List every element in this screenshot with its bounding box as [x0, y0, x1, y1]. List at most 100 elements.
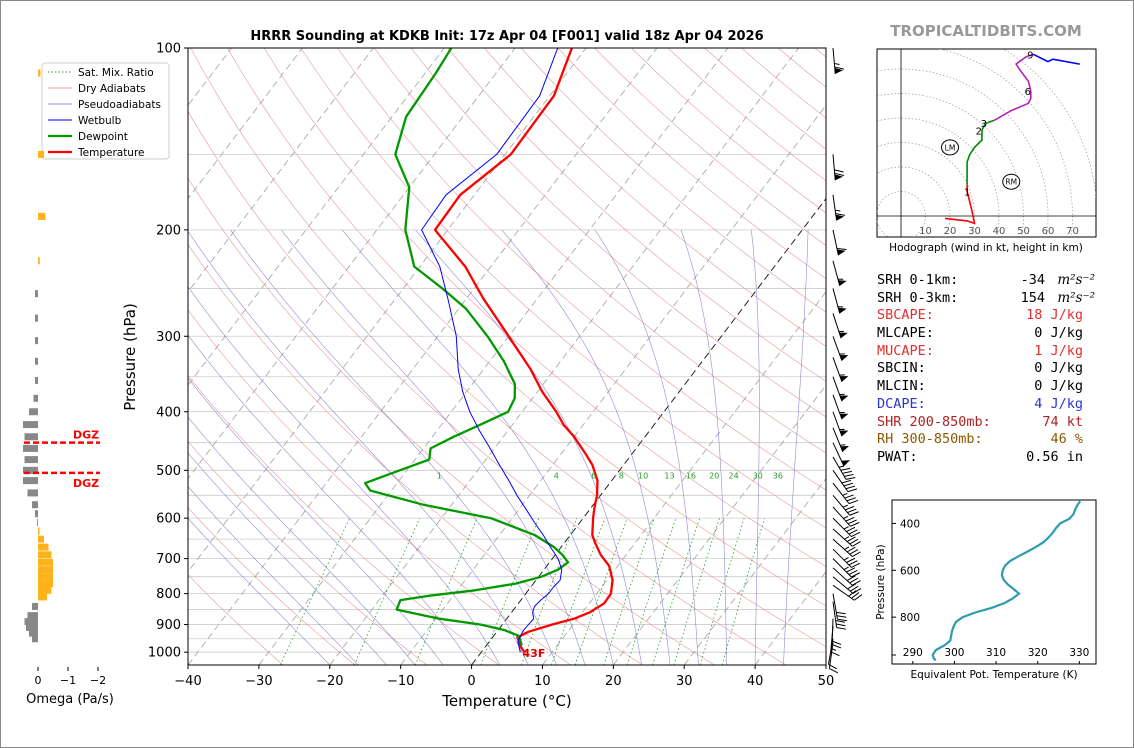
barb-half	[843, 557, 849, 561]
barb-flag	[851, 572, 861, 578]
moist-adiabat	[188, 334, 472, 665]
wind-barb	[832, 288, 847, 314]
theta-e-xtick-label: 330	[1069, 647, 1089, 659]
wind-barb	[832, 357, 849, 382]
barb-flag	[846, 497, 856, 502]
storm-motion-label: RM	[1005, 178, 1017, 187]
barb-half	[835, 209, 841, 212]
barb-pennant	[839, 376, 849, 382]
xtick-label: −10	[387, 674, 414, 689]
moist-adiabat	[188, 486, 359, 665]
theta-e-xtick-label: 290	[903, 647, 923, 659]
ytick-label: 800	[156, 587, 181, 602]
omega-bar	[35, 290, 38, 298]
hodo-ring-label: 50	[1017, 226, 1030, 237]
sounding-parameters: m²s⁻² SRH 0-1km: -34 m²s⁻² SRH 0-3km: 154 SBCA…	[877, 272, 1107, 467]
skewt-axes	[187, 47, 827, 666]
barb-staff	[832, 558, 852, 578]
omega-bar	[32, 501, 38, 509]
wind-barb	[832, 229, 847, 256]
stat-row: SHR 200-850mb: 74 kt	[877, 414, 1107, 432]
theta-e-line	[931, 500, 1082, 662]
barb-flag	[829, 668, 839, 674]
barb-flag	[846, 536, 856, 543]
mixing-ratio-label: 20	[709, 472, 719, 481]
theta-e-xtick-label: 300	[944, 647, 964, 659]
stat-label: SBCAPE:	[877, 307, 934, 324]
wind-barb	[832, 394, 849, 420]
omega-bar	[35, 357, 38, 365]
barb-flag	[848, 499, 859, 505]
barb-half	[839, 428, 845, 431]
stat-value: 0.56 in	[1026, 448, 1083, 465]
hodo-ring-label: 30	[968, 226, 981, 237]
omega-bar	[38, 535, 44, 543]
omega-bar	[38, 558, 53, 566]
mixing-ratio-label: 16	[686, 472, 696, 481]
dry-adiabat	[188, 375, 499, 665]
omega-bar	[35, 314, 38, 322]
omega-bar	[38, 543, 49, 551]
omega-xtick-label: −2	[90, 674, 106, 687]
mixing-ratio-label: 6	[591, 472, 596, 481]
mixing-ratio-label: 1	[437, 472, 442, 481]
mixing-ratio-line	[480, 518, 540, 665]
theta-e-ytick-label: 400	[900, 518, 920, 530]
barb-flag	[834, 66, 844, 70]
omega-bar	[32, 602, 38, 610]
legend-label: Dewpoint	[78, 131, 128, 143]
xtick-label: −20	[316, 674, 343, 689]
barb-flag	[835, 213, 846, 216]
wind-barb	[831, 618, 842, 649]
barb-flag	[836, 247, 847, 251]
mixing-ratio-line	[626, 518, 677, 665]
wind-barb	[832, 411, 849, 437]
ytick-label: 400	[156, 405, 181, 420]
barb-half	[842, 504, 848, 508]
isotherm	[188, 48, 445, 386]
ytick-label: 300	[156, 330, 181, 345]
stat-label: MLCIN:	[877, 378, 926, 395]
omega-bar	[35, 337, 38, 345]
barb-staff	[832, 506, 851, 527]
barb-staff	[832, 593, 839, 620]
stat-value: 46 %	[1050, 431, 1083, 448]
omega-bar	[38, 212, 46, 220]
barb-half	[840, 444, 846, 446]
barb-flag	[830, 651, 840, 657]
dry-adiabat	[188, 177, 715, 665]
omega-bar	[33, 394, 38, 402]
barb-flag	[852, 580, 861, 586]
barb-half	[842, 492, 848, 496]
barb-staff	[832, 548, 852, 568]
omega-bar	[23, 477, 38, 485]
xtick-label: −40	[174, 674, 201, 689]
hodo-height-label: 3	[981, 119, 987, 130]
wind-barbs	[827, 47, 863, 674]
stat-row: PWAT: 0.56 in	[877, 449, 1107, 467]
stat-value: 1 J/kg	[1034, 342, 1083, 359]
hodograph-labels: 10 20 30 40 50 60 70 1 23 6 9 LM RM	[919, 50, 1079, 237]
dgz-label: DGZ	[73, 429, 99, 442]
wind-barb	[832, 528, 861, 547]
omega-bar	[38, 257, 40, 265]
barb-flag	[849, 511, 859, 516]
barb-pennant	[835, 214, 845, 221]
stat-label: MLCAPE:	[877, 325, 934, 342]
barb-half	[839, 411, 845, 414]
mixing-ratio-line	[699, 518, 745, 665]
mixing-ratio-line	[574, 518, 628, 665]
isotherm	[329, 48, 800, 665]
barb-half	[837, 278, 844, 280]
omega-bar	[24, 456, 38, 464]
barb-pennant	[834, 174, 843, 181]
barb-staff	[832, 470, 849, 492]
hodo-ring-label: 10	[919, 226, 932, 237]
omega-bar	[32, 635, 38, 643]
barb-flag	[849, 585, 859, 592]
barb-flag	[837, 618, 847, 622]
moist-adiabat	[281, 229, 586, 665]
barb-pennant	[840, 445, 850, 452]
wind-barb	[832, 538, 861, 557]
